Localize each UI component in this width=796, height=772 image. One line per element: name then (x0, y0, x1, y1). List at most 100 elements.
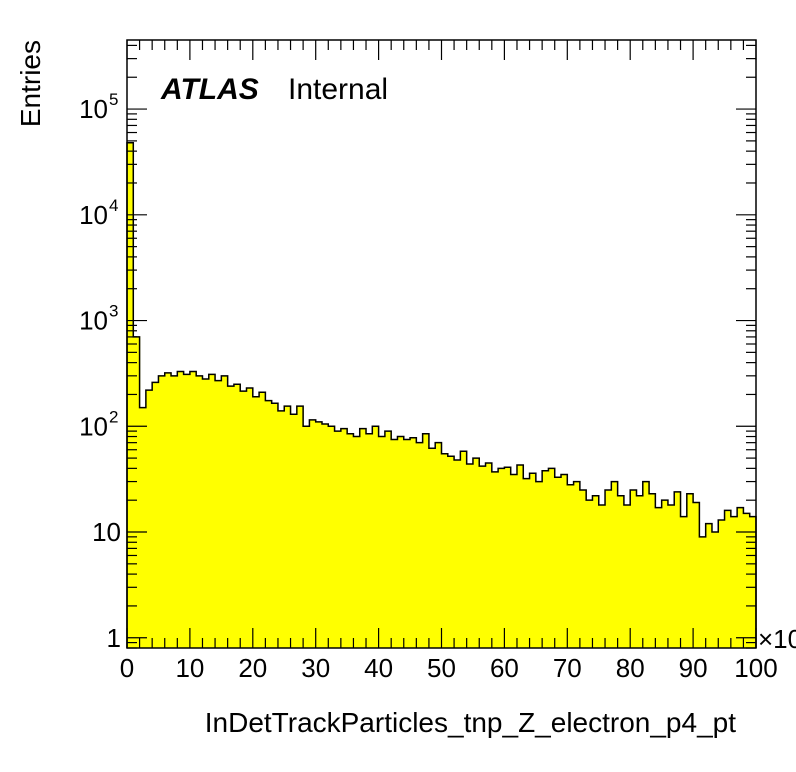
histogram-bin (183, 374, 191, 648)
histogram-bin (384, 431, 392, 648)
histogram-bin (737, 507, 745, 648)
histogram-bin (171, 375, 178, 648)
x-tick-label: 0 (120, 653, 134, 683)
histogram-bin (542, 470, 550, 648)
histogram-bin (133, 336, 141, 648)
histogram-bin (617, 495, 625, 648)
y-tick-label: 10 (79, 306, 108, 336)
histogram-bin (718, 519, 726, 648)
x-tick-label: 30 (301, 653, 330, 683)
histogram-bin (177, 371, 185, 648)
histogram-bin (548, 468, 556, 648)
histogram-bin (693, 502, 700, 648)
histogram-bin (416, 442, 424, 648)
x-tick-label: 90 (679, 653, 708, 683)
y-tick-label: 10 (92, 517, 121, 547)
x-tick-label: 80 (616, 653, 645, 683)
histogram-bin (246, 388, 254, 648)
histogram-bin (284, 406, 292, 648)
histogram-bin (334, 431, 342, 648)
x-tick-label: 70 (553, 653, 582, 683)
histogram-bin (605, 489, 612, 648)
histogram-bin (504, 467, 512, 648)
histogram-bin (309, 419, 317, 648)
y-tick-exponent: 3 (109, 302, 118, 321)
histogram-bin (321, 424, 329, 648)
x-tick-label: 100 (734, 653, 777, 683)
histogram-bin (227, 386, 235, 648)
histogram-bin (674, 491, 682, 648)
histogram-bin (315, 421, 323, 648)
histogram-bin (561, 474, 568, 648)
histogram-bin (410, 437, 417, 648)
histogram-bin (259, 392, 266, 648)
y-tick-exponent: 2 (109, 407, 118, 426)
histogram-bin (366, 433, 373, 648)
atlas-label: ATLAS (160, 73, 259, 106)
histogram-bin (636, 495, 644, 648)
histogram-bin (554, 477, 562, 648)
histogram-bin (359, 428, 367, 648)
histogram-bin (460, 451, 468, 648)
histogram-bin (378, 436, 386, 648)
histogram-bin (328, 426, 336, 648)
histogram-bin (353, 436, 361, 648)
histogram-bin (240, 391, 248, 648)
histogram-bin (145, 390, 153, 648)
x-tick-label: 50 (427, 653, 456, 683)
histogram-bin (196, 375, 204, 648)
histogram-bin (655, 507, 663, 648)
histogram-bin (579, 489, 587, 648)
histogram-bin (529, 473, 537, 648)
histogram-bin (479, 466, 487, 648)
y-tick-label: 10 (79, 94, 108, 124)
histogram-bin (573, 481, 581, 648)
histogram-bin (441, 453, 449, 648)
x-tick-label: 60 (490, 653, 519, 683)
x-multiplier-label: ×10 (758, 624, 796, 654)
histogram-bin (221, 375, 229, 648)
histogram-bin (705, 523, 713, 648)
histogram-bin (630, 489, 638, 648)
histogram-bin (447, 456, 455, 648)
histogram-outline (126, 142, 757, 648)
histogram-bin (510, 474, 518, 648)
histogram-bin (208, 374, 216, 648)
histogram-bin (233, 384, 241, 648)
histogram-bin (340, 428, 348, 648)
histogram-bin (139, 407, 147, 648)
histogram-bin (611, 481, 619, 648)
histogram-bin (372, 426, 380, 648)
histogram-bin (391, 439, 399, 648)
histogram-bin (686, 493, 694, 648)
axis-ticks (126, 40, 757, 649)
x-tick-label: 10 (175, 653, 204, 683)
histogram-bin (743, 513, 751, 648)
histogram-bin (303, 426, 311, 648)
histogram-bin (649, 493, 656, 648)
histogram-bin (454, 459, 461, 648)
histogram-bin (586, 500, 594, 648)
histogram-bin (592, 495, 600, 648)
histogram-bin (271, 403, 279, 648)
x-tick-label: 40 (364, 653, 393, 683)
histogram-bin (290, 414, 298, 648)
y-tick-label: 10 (79, 411, 108, 441)
histogram-bin (699, 536, 707, 648)
x-tick-label: 20 (238, 653, 267, 683)
histogram-bin (749, 516, 757, 648)
histogram-bin (164, 372, 172, 648)
y-tick-label: 10 (79, 200, 108, 230)
histogram-bin (422, 433, 430, 648)
histogram-bin (523, 478, 531, 648)
x-axis-label: InDetTrackParticles_tnp_Z_electron_p4_pt (205, 707, 736, 738)
histogram-bin (428, 448, 436, 648)
histogram-bin (215, 380, 222, 648)
histogram-bin (680, 516, 688, 648)
histogram-bin (189, 371, 197, 648)
y-tick-label: 1 (107, 623, 121, 653)
histogram-bin (623, 505, 631, 648)
histogram-bin (491, 471, 499, 648)
histogram-bin (661, 500, 669, 648)
